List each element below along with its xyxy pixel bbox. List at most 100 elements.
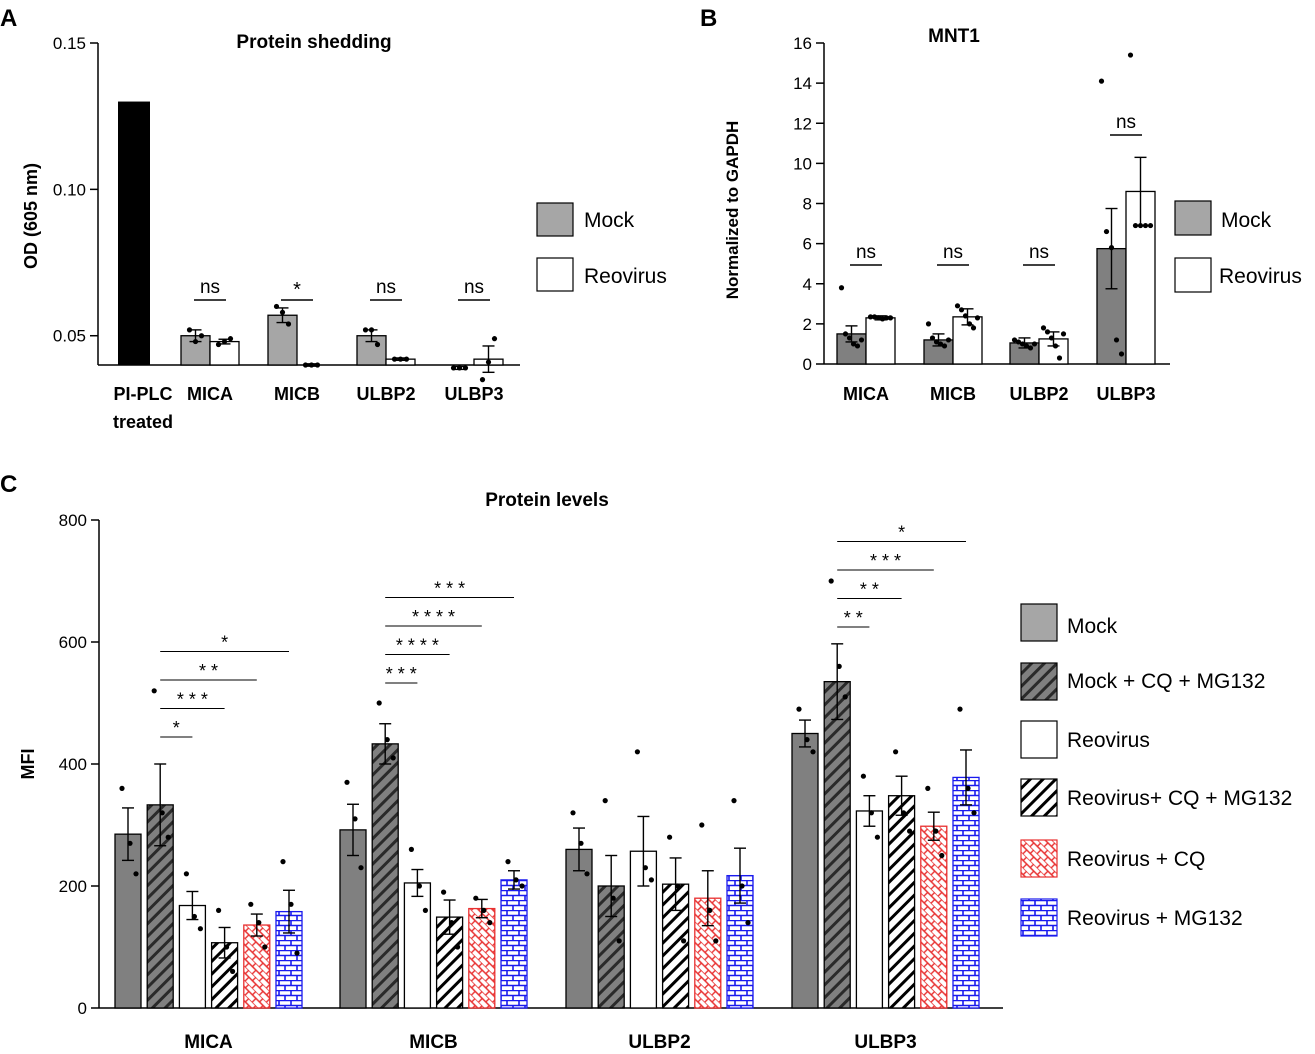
panel-b-point	[1113, 337, 1120, 343]
panel-c-point	[578, 840, 584, 846]
panel-c-ytick-label: 400	[59, 755, 87, 774]
panel-a-point	[374, 341, 381, 348]
panel-c-point	[907, 828, 913, 834]
panel-c-point	[713, 938, 719, 944]
panel-a-sig-label-ulbp2: ns	[376, 277, 396, 298]
panel-c-point	[796, 706, 802, 712]
panel-c-point	[828, 578, 834, 584]
panel-b-point	[1056, 355, 1063, 361]
panel-b-legend: Mock Reovirus	[1174, 200, 1302, 293]
panel-a-point	[450, 365, 457, 371]
panel-c-point	[707, 907, 713, 914]
panel-b-point	[887, 315, 894, 321]
panel-c-bar-mock-mica	[114, 833, 142, 1009]
panel-b-point	[945, 337, 952, 343]
panel-a-sig-label-micb: *	[293, 279, 301, 301]
panel-a-title: Protein shedding	[236, 32, 391, 53]
panel-b-point	[1027, 345, 1034, 351]
panel-c-point	[159, 810, 165, 816]
panel-b-point	[1147, 222, 1154, 229]
panel-c-point	[256, 920, 262, 926]
panel-b-point	[1108, 245, 1115, 251]
panel-c-bar-mock-cq-mg132-ulbp3	[823, 681, 851, 1009]
panel-c-point	[804, 737, 810, 743]
panel-b-point	[1040, 325, 1047, 331]
panel-c-errorbar-reovirus-cq-ulbp2	[701, 870, 714, 927]
panel-b-category-mica: MICA	[843, 384, 889, 404]
panel-b-ytick-label: 14	[793, 74, 812, 93]
panel-b-point	[1137, 222, 1144, 229]
panel-b-sig-label-ulbp2: ns	[1029, 242, 1049, 263]
panel-c-point	[133, 871, 139, 877]
panel-c-point	[925, 785, 931, 792]
panel-c-errorbar-mock-ulbp2	[573, 827, 585, 872]
panel-c-sig-label: * * * *	[412, 607, 455, 627]
panel-c-sig-label: *	[898, 523, 905, 543]
legend-b-mock-swatch	[1174, 200, 1212, 236]
panel-b-point	[1052, 343, 1059, 349]
panel-b-point	[1023, 343, 1030, 349]
panel-c-point	[487, 920, 493, 926]
panel-c-point	[584, 871, 590, 877]
panel-b-ytick-label: 10	[793, 154, 812, 173]
panel-a-control-label-1: PI-PLC	[113, 384, 172, 404]
panel-c-point	[681, 938, 687, 944]
legend-c-label-reovirus-mg132: Reovirus + MG132	[1067, 907, 1243, 930]
panel-c-point	[519, 883, 525, 889]
panel-b-point	[941, 343, 948, 349]
panel-c-title: Protein levels	[485, 490, 609, 511]
panel-c-point	[675, 883, 681, 889]
panel-b-point	[867, 314, 874, 320]
panel-c-point	[216, 907, 222, 914]
panel-c-sig-label: * *	[199, 661, 218, 681]
legend-c-swatch-reovirus-cq	[1020, 839, 1058, 878]
panel-a-point	[273, 303, 280, 310]
panel-b-point	[1142, 222, 1149, 229]
panel-c-sig-label: * * *	[434, 579, 465, 599]
panel-c-point	[294, 950, 300, 956]
panel-b-point	[962, 313, 969, 319]
panel-c-point	[344, 779, 350, 785]
panel-a-ytick-label: 0.10	[53, 180, 86, 199]
panel-b-point	[970, 325, 977, 331]
panel-b-point	[850, 341, 857, 347]
panel-c-errorbar-mock-cq-mg132-micb	[379, 723, 392, 765]
panel-c-point	[731, 798, 737, 804]
panel-b-point	[933, 339, 940, 345]
panel-b-point	[1118, 351, 1125, 357]
panel-b-point	[929, 335, 936, 341]
panel-c-bar-reovirus-mg132-micb	[500, 879, 528, 1009]
panel-b-ytick-label: 6	[803, 235, 812, 254]
panel-c-point	[408, 846, 414, 853]
panel-a-point	[308, 362, 315, 368]
panel-c-point	[610, 895, 616, 901]
panel-c-point	[262, 944, 268, 950]
panel-c-point	[739, 883, 745, 889]
panel-b-point	[1103, 228, 1110, 235]
panel-b-point	[1048, 335, 1055, 341]
panel-c-sig-label: * *	[844, 608, 863, 628]
panel-c-point	[513, 877, 519, 883]
panel-a-point	[397, 356, 404, 362]
panel-letter-b: B	[700, 5, 717, 32]
panel-b-point	[1011, 337, 1018, 343]
panel-b-point	[958, 307, 965, 313]
panel-c-point	[893, 749, 899, 755]
legend-a-reovirus-swatch	[536, 257, 574, 292]
panel-c-errorbar-mock-cq-mg132-mica	[154, 763, 167, 847]
panel-c-point	[280, 859, 286, 865]
panel-b-point	[937, 341, 944, 347]
panel-b-category-micb: MICB	[930, 384, 976, 404]
panel-c-point	[860, 773, 867, 779]
panel-c-point	[191, 913, 197, 920]
panel-c-point	[165, 834, 171, 840]
panel-c-point	[248, 901, 254, 907]
panel-c-point	[648, 877, 655, 883]
panel-c-bar-reovirus-ulbp3	[855, 810, 884, 1009]
legend-b-reovirus-swatch	[1174, 257, 1212, 293]
panel-c-point	[602, 798, 608, 804]
panel-c-ytick-label: 800	[59, 511, 87, 530]
panel-c-point	[224, 944, 230, 950]
panel-b-point	[1132, 222, 1139, 229]
